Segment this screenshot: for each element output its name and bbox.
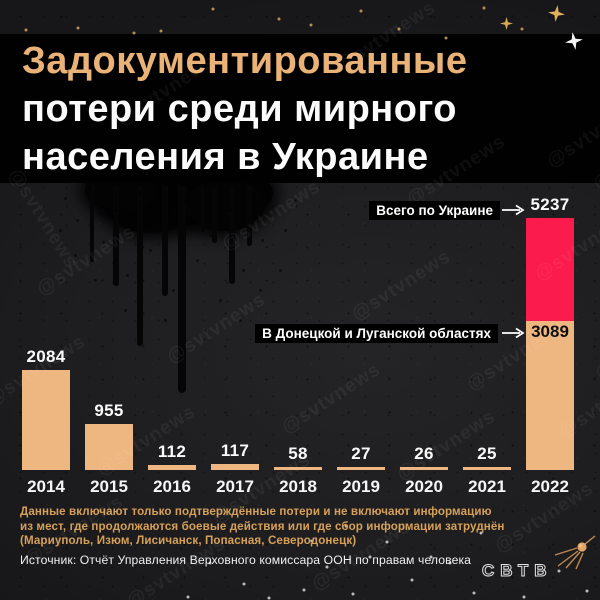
value-label-2014: 2084 [26, 347, 66, 366]
bar-2022-rest-of-ukraine-segment [526, 218, 574, 321]
year-label-2014: 2014 [27, 477, 65, 496]
year-label-2021: 2021 [468, 477, 506, 496]
bar-2015 [85, 424, 133, 470]
footnote-line-2: из мест, где продолжаются боевые действи… [20, 519, 505, 533]
bar-2017 [211, 464, 259, 470]
bar-2021 [463, 467, 511, 470]
year-label-2018: 2018 [279, 477, 317, 496]
value-label-2020: 26 [414, 444, 434, 463]
bar-column-2021: 25 [463, 444, 511, 470]
bar-column-2015: 955 [85, 401, 133, 470]
bar-2022-donbas-segment [526, 321, 574, 470]
bar-2020 [400, 467, 448, 470]
bar-column-2016: 112 [148, 442, 196, 470]
bar-2018 [274, 467, 322, 470]
svtv-logo: СВТВ [482, 561, 553, 581]
year-label-2017: 2017 [216, 477, 254, 496]
bar-column-2020: 26 [400, 444, 448, 470]
footnote-line-3: (Мариуполь, Изюм, Лисичанск, Попасная, С… [20, 534, 357, 547]
year-label-2015: 2015 [90, 477, 128, 496]
bar-column-2019: 27 [337, 444, 385, 470]
source-line: Источник: Отчёт Управления Верховного ко… [20, 553, 472, 567]
bar-column-2022: 3089 5237 [526, 195, 574, 470]
value-label-2016: 112 [157, 442, 187, 461]
footnote-line-1: Данные включают только подтверждённые по… [20, 505, 492, 518]
value-label-2019: 27 [351, 444, 371, 463]
annotation-donbas-label: В Донецкой и Луганской областях [255, 324, 498, 343]
annotation-total-ukraine-label: Всего по Украине [369, 201, 500, 220]
bar-column-2018: 58 [274, 444, 322, 470]
bar-2016 [148, 465, 196, 470]
value-label-2015: 955 [94, 401, 124, 420]
donbas-value-label: 3089 [531, 322, 569, 341]
sputnik-satellite-icon [554, 535, 596, 570]
bar-2022 [526, 218, 574, 470]
value-label-2017: 117 [220, 441, 250, 460]
bar-column-2014: 2084 [22, 347, 70, 470]
footnote: Данные включают только подтверждённые по… [20, 505, 505, 549]
year-label-2020: 2020 [405, 477, 443, 496]
bar-2019 [337, 467, 385, 470]
arrow-right-icon [502, 327, 525, 339]
arrow-right-icon [502, 204, 525, 216]
bar-column-2017: 117 [211, 441, 259, 470]
bar-2014 [22, 370, 70, 470]
year-label-2016: 2016 [153, 477, 191, 496]
value-label-2018: 58 [288, 444, 308, 463]
value-label-2022: 5237 [530, 195, 570, 214]
year-label-2019: 2019 [342, 477, 380, 496]
value-label-2021: 25 [477, 444, 497, 463]
year-label-2022: 2022 [531, 477, 569, 496]
